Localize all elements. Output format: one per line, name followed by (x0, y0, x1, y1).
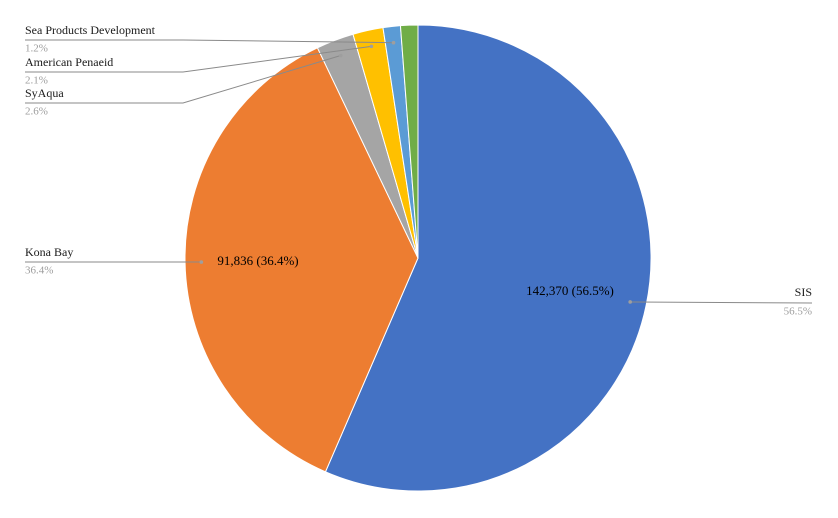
category-label: American Penaeid (25, 55, 113, 69)
percent-label: 36.4% (25, 265, 53, 277)
leader-dot (338, 53, 343, 58)
pie-slice (399, 24, 419, 259)
percent-label: 1.2% (25, 43, 48, 55)
data-label: 91,836 (36.4%) (217, 253, 298, 268)
percent-label: 2.1% (25, 75, 48, 87)
leader-line (25, 45, 372, 73)
data-label: 142,370 (56.5%) (526, 283, 614, 298)
percent-label: 2.6% (25, 106, 48, 118)
leader-dot (391, 40, 396, 45)
category-label: Kona Bay (25, 245, 73, 259)
leader-line (630, 301, 813, 304)
leader-dot (199, 260, 204, 264)
leader-dot (369, 44, 374, 49)
category-label: Sea Products Development (25, 23, 156, 37)
leader-dot (628, 300, 632, 304)
percent-label: 56.5% (784, 306, 812, 318)
category-label: SyAqua (25, 86, 64, 100)
category-label: SIS (795, 285, 812, 299)
pie-slice (324, 24, 652, 492)
leader-line (25, 39, 394, 44)
leader-line (25, 55, 341, 104)
